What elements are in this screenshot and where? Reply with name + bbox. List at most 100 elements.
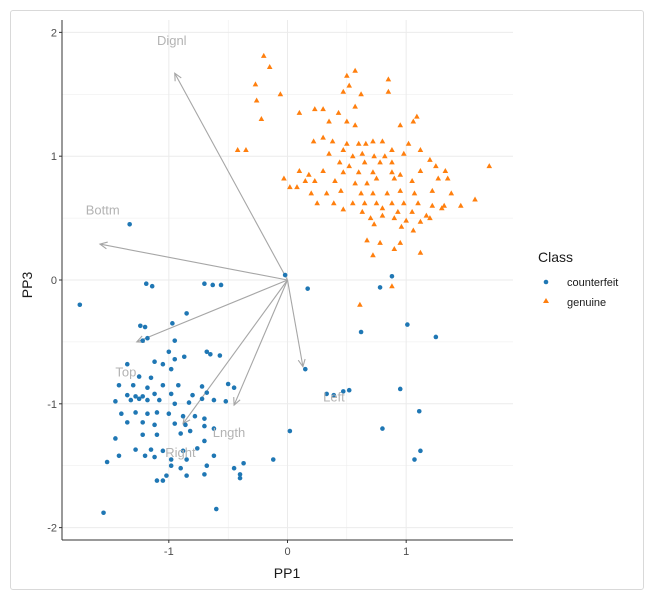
point-counterfeit — [124, 361, 130, 367]
point-counterfeit — [145, 335, 150, 341]
point-counterfeit — [142, 453, 148, 459]
point-counterfeit — [397, 386, 403, 392]
point-genuine — [361, 200, 368, 206]
point-counterfeit — [101, 510, 106, 516]
point-genuine — [287, 184, 293, 190]
axes: PP1 PP3 -2 -1 0 1 2 -1 0 1 — [19, 20, 513, 581]
point-counterfeit — [160, 478, 166, 483]
loading-label-lngth: Lngth — [213, 425, 246, 440]
point-counterfeit — [433, 334, 439, 340]
point-genuine — [361, 159, 368, 165]
y-tick-label: 0 — [51, 275, 57, 287]
point-counterfeit — [181, 354, 187, 360]
point-counterfeit — [305, 286, 310, 291]
point-genuine — [414, 113, 420, 119]
point-genuine — [310, 138, 317, 144]
point-genuine — [340, 147, 347, 152]
point-counterfeit — [184, 457, 189, 462]
point-counterfeit — [128, 397, 134, 403]
point-counterfeit — [202, 281, 207, 287]
point-counterfeit — [237, 475, 243, 481]
point-genuine — [409, 208, 415, 214]
point-counterfeit — [180, 448, 186, 454]
point-counterfeit — [346, 387, 352, 393]
point-counterfeit — [380, 426, 385, 431]
point-counterfeit — [124, 392, 130, 398]
point-counterfeit — [172, 421, 178, 426]
point-genuine — [349, 153, 356, 159]
point-genuine — [389, 147, 395, 152]
point-genuine — [385, 88, 392, 94]
point-genuine — [308, 190, 315, 196]
point-counterfeit — [218, 282, 224, 288]
point-counterfeit — [152, 359, 157, 365]
point-genuine — [486, 163, 493, 169]
loading-label-top: Top — [115, 365, 136, 380]
point-genuine — [401, 150, 407, 156]
point-counterfeit — [192, 413, 198, 419]
point-genuine — [441, 202, 447, 208]
point-counterfeit — [77, 302, 83, 308]
point-counterfeit — [324, 391, 329, 397]
point-counterfeit — [213, 506, 219, 512]
point-counterfeit — [166, 411, 172, 417]
point-counterfeit — [154, 432, 160, 438]
point-counterfeit — [168, 457, 174, 462]
point-genuine — [371, 153, 377, 159]
point-genuine — [370, 190, 376, 196]
plot-frame — [10, 10, 644, 590]
point-genuine — [326, 118, 332, 124]
point-counterfeit — [204, 349, 210, 355]
point-genuine — [389, 283, 395, 289]
point-genuine — [314, 200, 320, 206]
loading-arrowhead-right — [182, 415, 191, 425]
point-counterfeit — [176, 382, 181, 388]
point-counterfeit — [145, 397, 150, 403]
point-genuine — [438, 205, 445, 211]
point-genuine — [346, 82, 353, 88]
point-genuine — [373, 175, 380, 181]
point-genuine — [335, 109, 342, 115]
point-counterfeit — [172, 401, 178, 407]
point-counterfeit — [270, 457, 276, 462]
loading-arrow-dignl — [174, 72, 288, 281]
point-genuine — [442, 168, 449, 174]
point-genuine — [429, 187, 436, 193]
point-counterfeit — [180, 413, 186, 419]
point-genuine — [330, 200, 337, 206]
loading-arrowhead-bottm — [98, 241, 108, 250]
point-counterfeit — [143, 281, 149, 287]
point-genuine — [417, 249, 424, 255]
point-genuine — [411, 190, 418, 196]
x-axis-title: PP1 — [274, 565, 301, 581]
point-genuine — [266, 64, 273, 70]
point-counterfeit — [412, 457, 417, 462]
loading-label-bottm: Bottm — [86, 202, 120, 217]
point-counterfeit — [160, 448, 166, 454]
point-genuine — [379, 205, 386, 211]
point-counterfeit — [149, 283, 155, 289]
point-genuine — [311, 177, 318, 183]
point-genuine — [371, 221, 377, 227]
point-counterfeit — [416, 408, 422, 414]
point-genuine — [336, 159, 343, 165]
point-genuine — [320, 106, 326, 112]
point-counterfeit — [157, 397, 162, 403]
point-counterfeit — [211, 397, 217, 403]
point-counterfeit — [140, 420, 146, 425]
point-genuine — [258, 116, 265, 122]
point-counterfeit — [140, 338, 146, 343]
point-genuine — [344, 118, 350, 124]
point-genuine — [457, 202, 464, 208]
point-genuine — [397, 187, 404, 193]
point-genuine — [355, 140, 362, 146]
point-genuine — [391, 215, 398, 221]
point-counterfeit — [133, 447, 138, 452]
point-genuine — [352, 122, 358, 128]
point-counterfeit — [184, 473, 189, 478]
point-counterfeit — [418, 448, 423, 454]
point-genuine — [377, 239, 383, 245]
point-genuine — [306, 171, 312, 177]
legend-label-genuine: genuine — [567, 297, 606, 309]
legend-key-counterfeit — [543, 279, 549, 285]
